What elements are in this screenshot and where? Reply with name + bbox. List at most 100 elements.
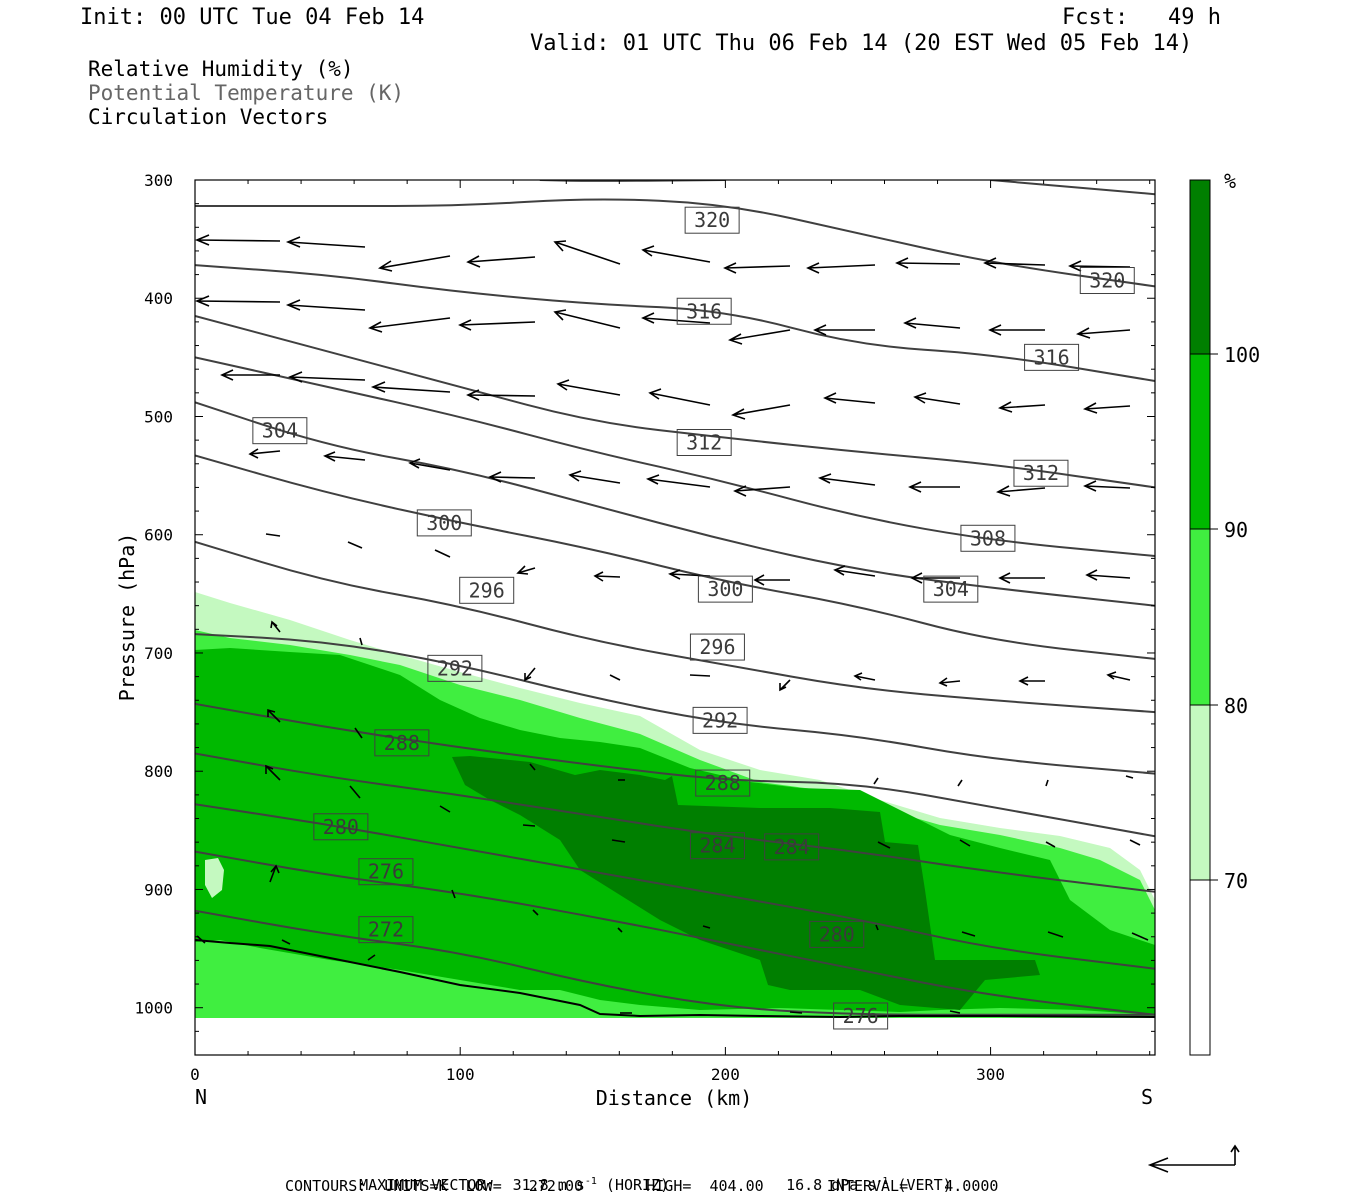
valid-time: Valid: 01 UTC Thu 06 Feb 14 (20 EST Wed … xyxy=(530,31,1193,56)
theta-label-text: 320 xyxy=(1089,269,1125,293)
theta-label-320: 320 xyxy=(1079,267,1135,295)
theta-contour-300 xyxy=(195,454,1155,660)
theta-label-292: 292 xyxy=(692,706,748,734)
y-tick-label: 800 xyxy=(144,762,173,781)
theta-label-272: 272 xyxy=(358,916,414,944)
theta-label-box xyxy=(252,417,308,445)
colorbar-band-80 xyxy=(1190,705,1210,880)
theta-contour-316 xyxy=(195,264,1155,382)
theta-label-box xyxy=(692,706,748,734)
theta-label-text: 272 xyxy=(368,918,404,942)
theta-contour-280 xyxy=(195,803,1155,970)
colorbar-unit: % xyxy=(1224,169,1236,193)
plot-frame xyxy=(194,179,1156,1056)
rh-low-pocket xyxy=(205,858,224,898)
y-tick-label: 300 xyxy=(144,171,173,190)
theta-label-box xyxy=(459,576,515,604)
theta-label-276: 276 xyxy=(833,1002,889,1030)
theta-contour-292 xyxy=(195,633,1155,775)
theta-label-text: 312 xyxy=(1023,461,1059,485)
theta-label-box xyxy=(313,813,369,841)
colorbar-frame xyxy=(1189,179,1211,1056)
theta-label-box xyxy=(809,920,865,948)
theta-label-text: 280 xyxy=(323,815,359,839)
theta-label-box xyxy=(374,729,430,757)
theta-label-text: 316 xyxy=(686,299,722,323)
y-tick-label: 1000 xyxy=(134,999,173,1018)
x-tick-label: 200 xyxy=(711,1065,740,1084)
x-tick-label: 0 xyxy=(190,1065,200,1084)
theta-label-box xyxy=(695,769,751,797)
theta-label-text: 276 xyxy=(368,860,404,884)
vector-row-350 xyxy=(194,234,1131,274)
footer-vert-vector: 16.8 dPa s-1 (VERT) xyxy=(768,1158,952,1194)
theta-label-box xyxy=(427,654,483,682)
theta-label-box xyxy=(358,916,414,944)
axis-tick-group: 300 400 500 600 700 800 900 1000 0 100 200 300 xyxy=(134,171,1155,1084)
theta-contours xyxy=(195,180,1155,1016)
theta-label-box xyxy=(676,429,732,456)
theta-contour-272 xyxy=(195,909,1155,1016)
theta-label-text: 296 xyxy=(469,578,505,602)
theta-label-296: 296 xyxy=(689,633,745,661)
theta-label-284: 284 xyxy=(689,832,745,860)
theta-label-box xyxy=(960,524,1016,552)
x-axis-label: Distance (km) xyxy=(596,1086,753,1110)
colorbar-band-70 xyxy=(1190,880,1210,1055)
theta-label-text: 288 xyxy=(705,771,741,795)
theta-label-300: 300 xyxy=(416,509,472,537)
colorbar-band-max xyxy=(1190,180,1210,354)
y-tick-label: 900 xyxy=(144,880,173,899)
theta-label-text: 288 xyxy=(384,731,420,755)
theta-label-284: 284 xyxy=(764,833,820,861)
vector-row-950 xyxy=(196,864,1149,1014)
init-time: Init: 00 UTC Tue 04 Feb 14 xyxy=(80,5,425,30)
theta-label-text: 320 xyxy=(694,208,730,232)
theta-contour-296 xyxy=(195,540,1155,714)
theta-label-320: 320 xyxy=(684,206,740,234)
theta-label-box xyxy=(1079,267,1135,295)
forecast-hour: Fcst: 49 h xyxy=(1062,5,1221,30)
theta-label-text: 296 xyxy=(699,635,735,659)
y-axis-label: Pressure (hPa) xyxy=(115,533,139,702)
theta-label-box xyxy=(676,297,732,325)
vert-vector-text: 16.8 dPa s xyxy=(786,1176,877,1194)
theta-label-text: 284 xyxy=(699,834,735,858)
theta-label-box xyxy=(689,633,745,661)
vector-row-640 xyxy=(265,533,1131,586)
theta-label-box xyxy=(697,575,753,603)
rh-shading xyxy=(195,592,1155,1018)
theta-label-text: 308 xyxy=(970,526,1006,550)
vector-row-470 xyxy=(220,369,1131,420)
theta-label-280: 280 xyxy=(313,813,369,841)
theta-label-text: 276 xyxy=(843,1004,879,1028)
x-end-label-north: N xyxy=(195,1085,207,1109)
theta-label-box xyxy=(923,575,979,603)
theta-label-text: 304 xyxy=(933,577,969,601)
colorbar-label-70: 70 xyxy=(1224,869,1248,893)
theta-label-text: 312 xyxy=(686,431,722,455)
theta-label-box xyxy=(1013,459,1069,487)
theta-label-text: 304 xyxy=(262,419,298,443)
theta-contour-276 xyxy=(195,850,1155,1016)
theta-contour-284 xyxy=(195,752,1155,893)
theta-label-288: 288 xyxy=(695,769,751,797)
colorbar-label-80: 80 xyxy=(1224,694,1248,718)
legend-line-rh: Relative Humidity (%) xyxy=(88,57,354,81)
theta-label-text: 316 xyxy=(1034,345,1070,369)
x-tick-label: 100 xyxy=(446,1065,475,1084)
theta-label-box xyxy=(1024,343,1080,371)
theta-label-316: 316 xyxy=(1024,343,1080,371)
theta-label-box xyxy=(684,206,740,234)
reference-vector-icon xyxy=(1147,1144,1240,1173)
colorbar: % 100 90 80 70 xyxy=(1189,169,1260,1056)
vector-row-870 xyxy=(265,764,1141,849)
vector-row-410 xyxy=(194,295,1131,345)
y-tick-label: 400 xyxy=(144,289,173,308)
y-tick-label: 500 xyxy=(144,407,173,426)
legend-line-vectors: Circulation Vectors xyxy=(88,105,329,129)
max-vector-text: MAXIMUM VECTOR: 31.8 m s xyxy=(359,1176,585,1194)
x-tick-label: 300 xyxy=(976,1065,1005,1084)
vector-row-730 xyxy=(270,620,1131,692)
vector-row-530 xyxy=(248,448,1131,497)
